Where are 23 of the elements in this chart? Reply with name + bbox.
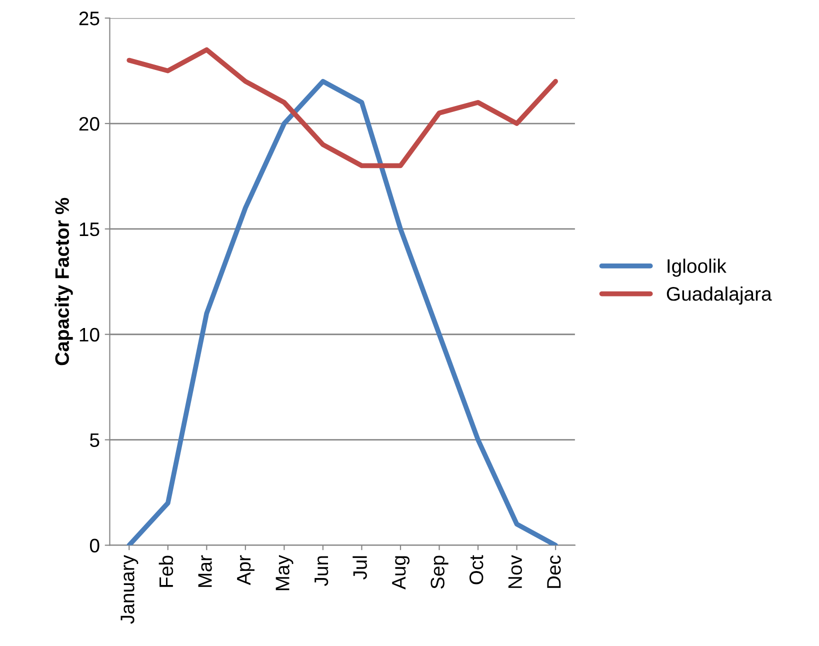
x-tick-label: Jul [352,556,367,580]
y-tick-label: 20 [79,116,100,131]
x-tick-label: Apr [237,555,254,586]
legend-label: Guadalajara [666,286,772,305]
y-tick-label: 0 [90,538,100,552]
x-tick-label: Dec [547,555,561,588]
line-series [126,78,558,546]
x-tick-label: Mar [198,555,212,587]
x-tick-label: January [120,554,138,624]
x-tick-label: Aug [392,556,410,590]
legend-label: Igloolik [668,258,726,277]
y-tick-label: 15 [80,222,100,236]
x-tick-label: Feb [158,556,174,587]
line-series [126,47,558,168]
x-tick-label: Sep [430,556,448,589]
y-tick-label: 10 [80,328,100,342]
y-axis-title: Capacity Factor % [54,198,73,366]
x-tick-label: Nov [508,555,522,588]
y-tick-label: 5 [90,433,100,448]
x-tick-label: Oct [469,555,484,584]
x-tick-label: May [276,554,294,590]
y-tick-label: 25 [79,12,100,26]
x-tick-label: Jun [314,556,328,586]
